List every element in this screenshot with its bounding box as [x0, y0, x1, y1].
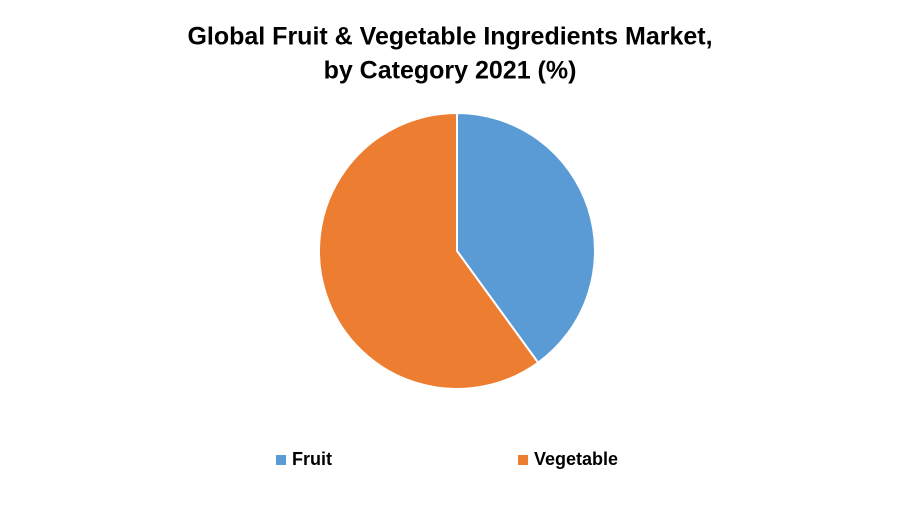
legend-label: Vegetable: [534, 449, 618, 469]
chart-title: by Category 2021 (%): [324, 57, 577, 85]
legend-swatch: [518, 455, 528, 465]
legend-swatch: [276, 455, 286, 465]
pie-slice: [456, 111, 596, 365]
legend-label: Fruit: [292, 449, 332, 469]
pie-slice: [318, 111, 540, 390]
chart-title: Global Fruit & Vegetable Ingredients Mar…: [187, 23, 712, 51]
